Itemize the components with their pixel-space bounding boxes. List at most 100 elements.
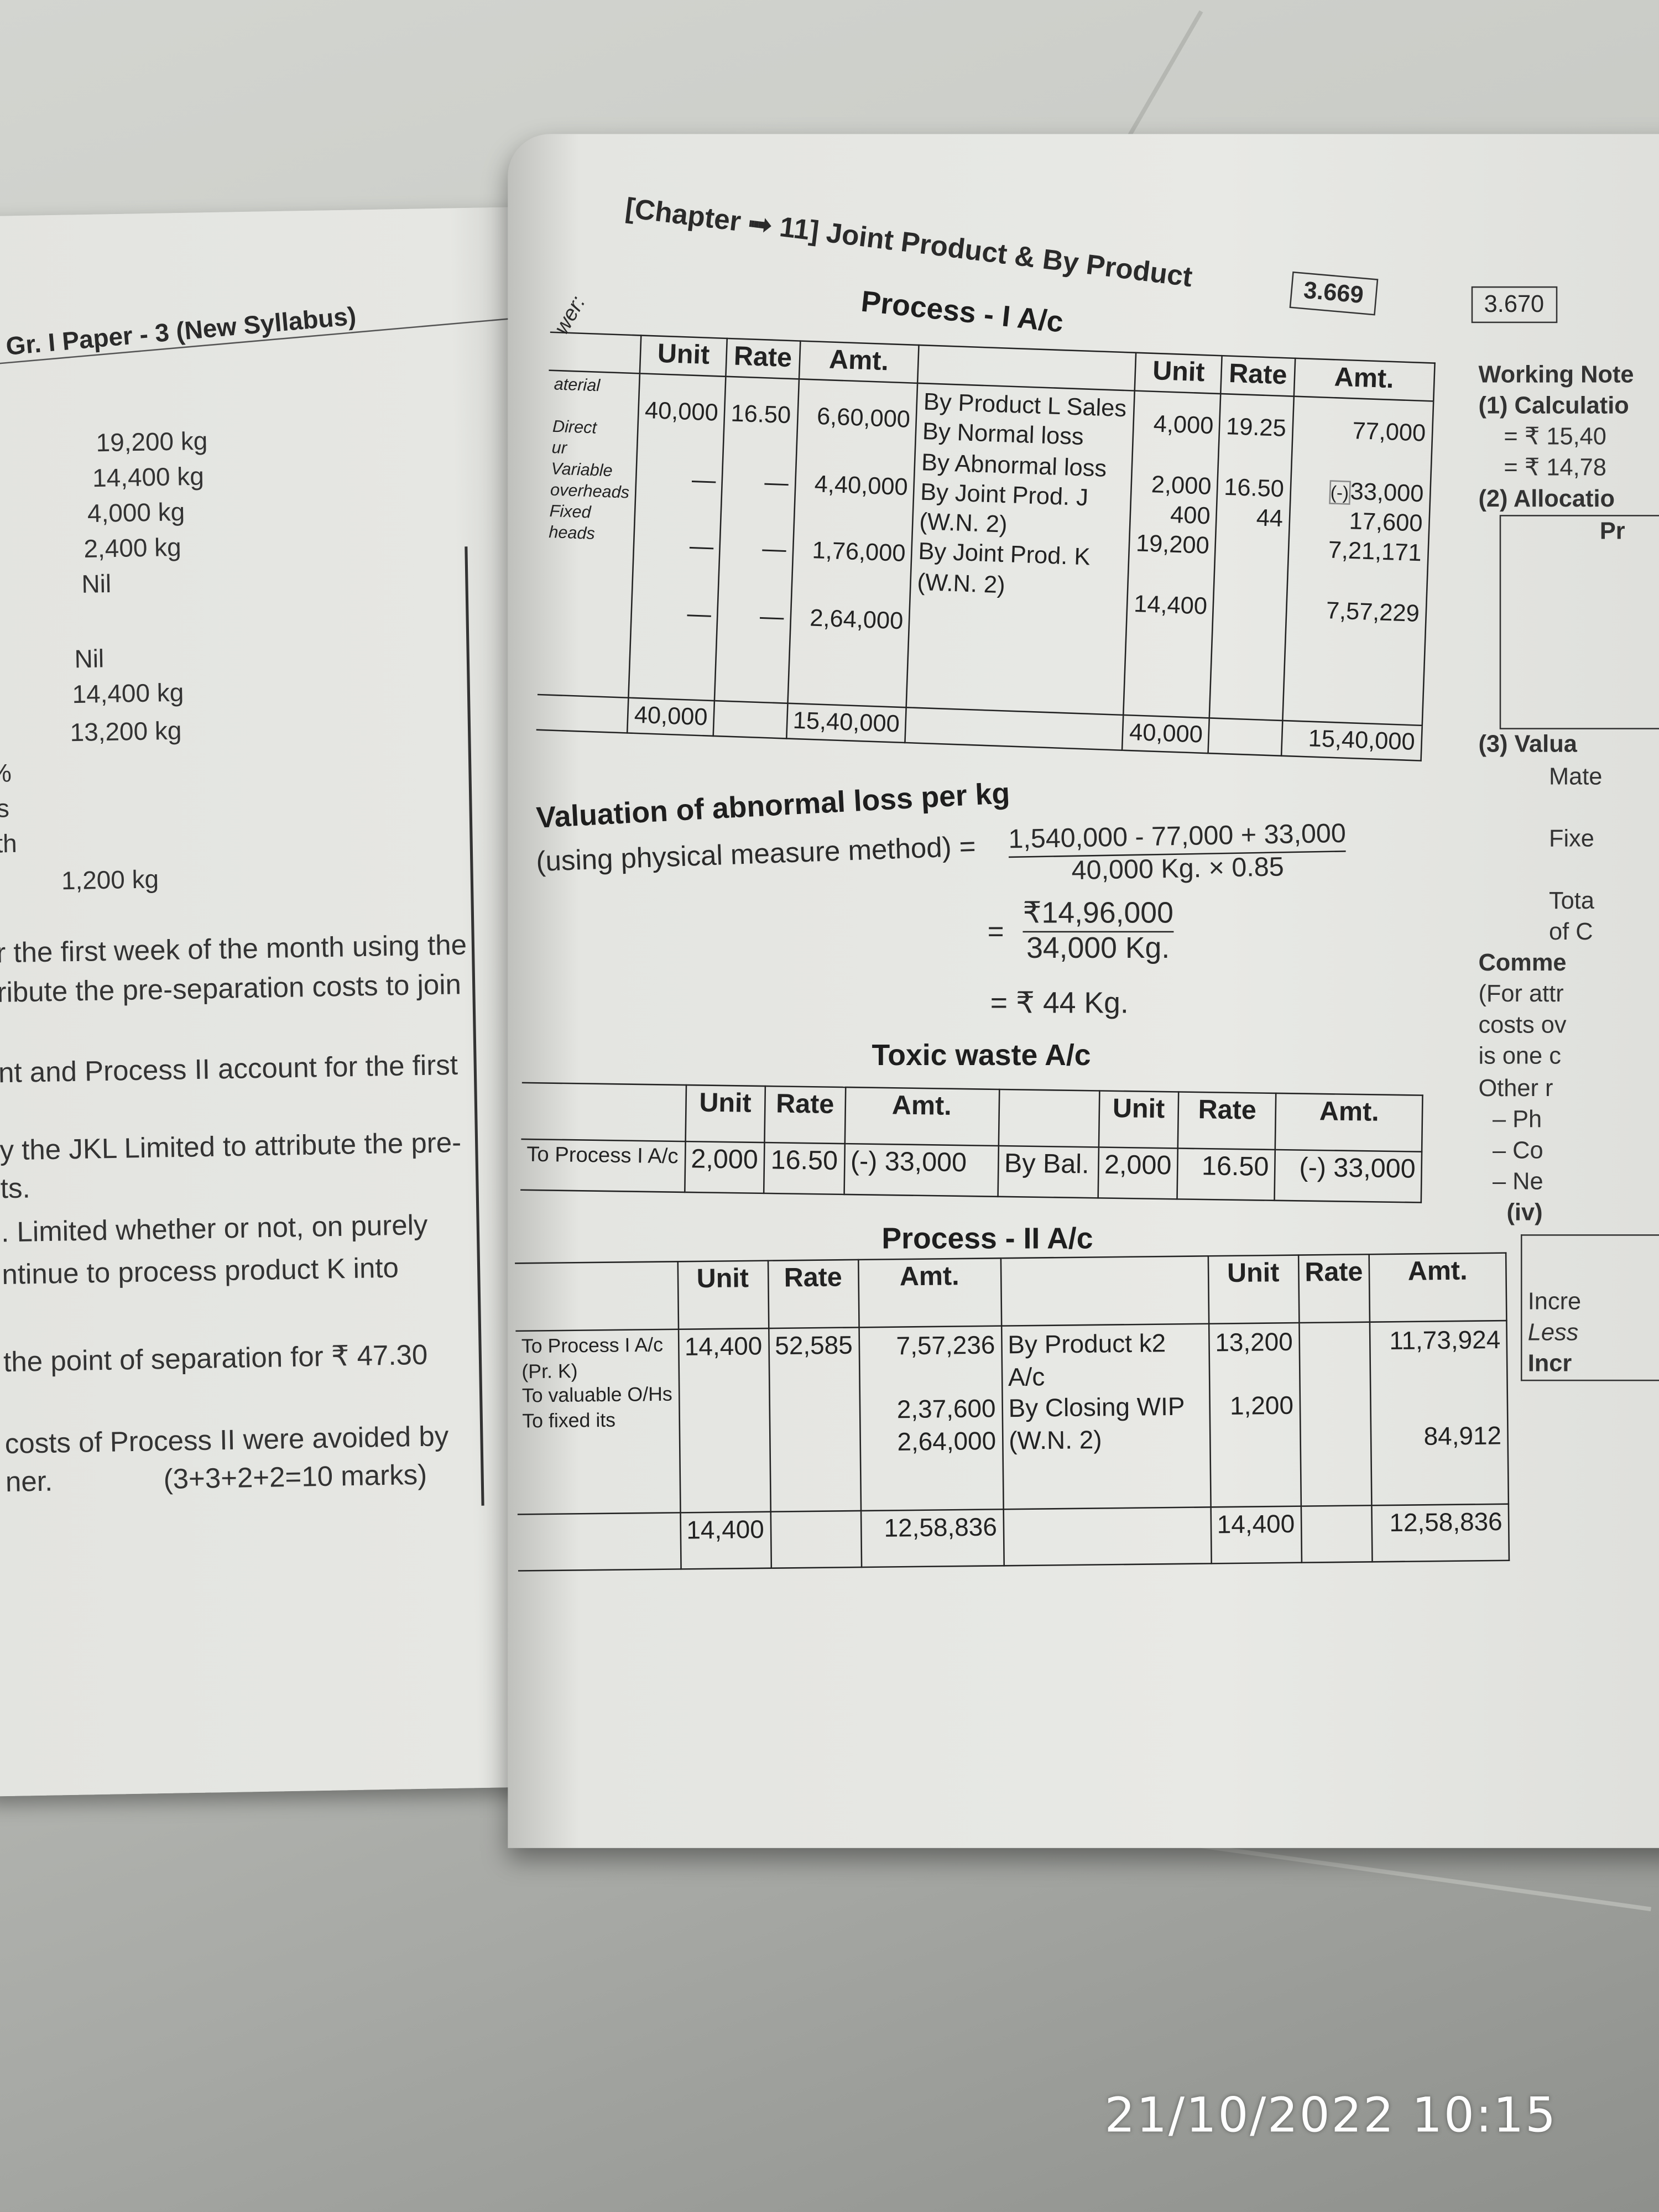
col-header: Unit: [685, 1085, 766, 1143]
margin-rule: [465, 546, 484, 1506]
cell: 19.25: [1225, 413, 1287, 442]
qty-line: 14,400 kg: [92, 462, 205, 493]
col-header: Rate: [1298, 1254, 1370, 1323]
fragment: – Co: [1492, 1136, 1543, 1164]
text-line: . Limited whether or not, on purely: [1, 1210, 428, 1249]
marks-allocation: (3+3+2+2=10 marks): [163, 1460, 427, 1496]
fragment: Working Note: [1478, 361, 1634, 388]
fragment: is one c: [1478, 1043, 1561, 1070]
cell: 7,57,229: [1326, 596, 1420, 627]
total-cell: 14,400: [680, 1511, 771, 1569]
cell: (-) 33,000: [1275, 1149, 1422, 1203]
fragment: (2) Allocatio: [1478, 486, 1615, 513]
qty-line: 14,400 kg: [72, 678, 184, 709]
cell: 2,000: [1097, 1147, 1178, 1199]
cell: 17,600: [1349, 507, 1423, 537]
debit-labels: aterial Direct ur Variable overheads Fix…: [537, 370, 640, 698]
chapter-header: [Chapter ➟ 11] Joint Product & By Produc…: [623, 193, 1194, 294]
cell: 77,000: [1352, 417, 1426, 447]
debit-labels: To Process I A/c (Pr. K) To valuable O/H…: [515, 1329, 680, 1515]
qty-line: 1,200 kg: [61, 865, 159, 895]
qty-line: Nil: [74, 644, 105, 674]
cell: 4,000: [1153, 410, 1214, 440]
debit-label: To fixed its: [522, 1407, 616, 1431]
qty-line: 2,400 kg: [84, 533, 182, 564]
fraction-1: 1,540,000 - 77,000 + 33,000 40,000 Kg. ×…: [1008, 819, 1347, 889]
fragment: – Ne: [1492, 1167, 1543, 1195]
col-header: Unit: [677, 1260, 769, 1329]
cell: 16.50: [1223, 473, 1285, 502]
col-header: Amt.: [798, 341, 920, 383]
fragment: (1) Calculatio: [1478, 392, 1629, 419]
total-cell: 12,58,836: [860, 1509, 1004, 1568]
debit-label: Variable: [550, 458, 613, 481]
fragment: Incr: [1527, 1350, 1572, 1378]
credit-particulars: By Product L Sales By Normal loss By Abn…: [906, 383, 1135, 715]
col-header: Amt.: [1275, 1093, 1423, 1152]
cell: 84,912: [1423, 1421, 1502, 1450]
debit-label: To Process I A/c: [521, 1333, 664, 1357]
cell: 14,400: [678, 1328, 770, 1513]
cell: —: [686, 599, 712, 628]
photo-timestamp: 21/10/2022 10:15: [1104, 2088, 1557, 2145]
cell: 2,64,000: [809, 604, 904, 635]
toxic-title: Toxic waste A/c: [872, 1040, 1091, 1072]
text-line: the point of separation for ₹ 47.30: [3, 1340, 428, 1379]
cell: —: [764, 468, 789, 496]
process2-table: Unit Rate Amt. Unit Rate Amt. To Process…: [515, 1252, 1510, 1571]
debit-label: heads: [548, 522, 596, 544]
numerator: 1,540,000 - 77,000 + 33,000: [1008, 819, 1347, 858]
credit-units: 4,000 2,000 400 19,200 14,400: [1123, 390, 1221, 718]
fragment: of C: [1548, 918, 1593, 946]
credit-rates: 19.25 16.50 44: [1209, 394, 1294, 721]
total-cell: 40,000: [1122, 714, 1210, 754]
equals: =: [987, 917, 1004, 948]
cell: By Closing WIP (W.N. 2): [1008, 1392, 1185, 1454]
margin-fragment: ith: [0, 829, 18, 858]
denominator: 34,000 Kg.: [1026, 932, 1170, 965]
cell: 40,000: [644, 397, 719, 426]
col-header: Rate: [1220, 356, 1295, 397]
qty-line: 19,200 kg: [96, 426, 208, 457]
cell: (-) 33,000: [843, 1144, 998, 1197]
debit-amounts: 7,57,236 2,37,600 2,64,000: [858, 1326, 1003, 1511]
cell: 16.50: [730, 400, 791, 429]
fragment: = ₹ 14,78: [1504, 455, 1606, 482]
fragment: (iv): [1506, 1199, 1543, 1226]
cell: 16.50: [1177, 1148, 1276, 1201]
fragment: costs ov: [1478, 1011, 1567, 1039]
process2-table-wrap: Unit Rate Amt. Unit Rate Amt. To Process…: [515, 1252, 1510, 1571]
text-line: ner.: [5, 1467, 53, 1499]
iv-table: Incre Less Incr: [1520, 1234, 1659, 1382]
cell: 4,40,000: [814, 470, 909, 500]
cell: 2,000: [684, 1141, 765, 1193]
col-header: Unit: [1135, 352, 1223, 394]
right-page: [Chapter ➟ 11] Joint Product & By Produc…: [508, 134, 1659, 1848]
col-header: Unit: [1208, 1255, 1299, 1324]
fragment: Fixe: [1548, 825, 1594, 852]
cell: —: [759, 602, 785, 630]
col-header: [1000, 1256, 1209, 1326]
col-header: Amt.: [858, 1258, 1001, 1328]
fragment: (For attr: [1478, 980, 1564, 1008]
cell: 33,000: [1349, 477, 1425, 507]
fragment: – Ph: [1492, 1105, 1542, 1133]
debit-label: Direct: [552, 416, 597, 438]
col-header: Rate: [726, 338, 800, 379]
cell: 400: [1170, 501, 1211, 530]
valuation-method: (using physical measure method) =: [535, 831, 977, 878]
col-header: Amt.: [1293, 358, 1435, 401]
text-line: nt and Process II account for the first: [0, 1050, 458, 1090]
cell: By Bal.: [997, 1145, 1099, 1198]
cell: 2,64,000: [897, 1426, 997, 1455]
next-page-number: 3.670: [1471, 286, 1557, 324]
total-cell: 40,000: [627, 697, 715, 736]
cell: 14,400: [1133, 589, 1208, 619]
col-header: Amt.: [844, 1087, 999, 1146]
qty-line: 13,200 kg: [70, 716, 182, 747]
col-header: Unit: [640, 335, 727, 377]
margin-fragment: %: [0, 759, 12, 788]
allocation-table: Pr: [1499, 515, 1659, 731]
text-line: r the first week of the month using the: [0, 930, 467, 970]
